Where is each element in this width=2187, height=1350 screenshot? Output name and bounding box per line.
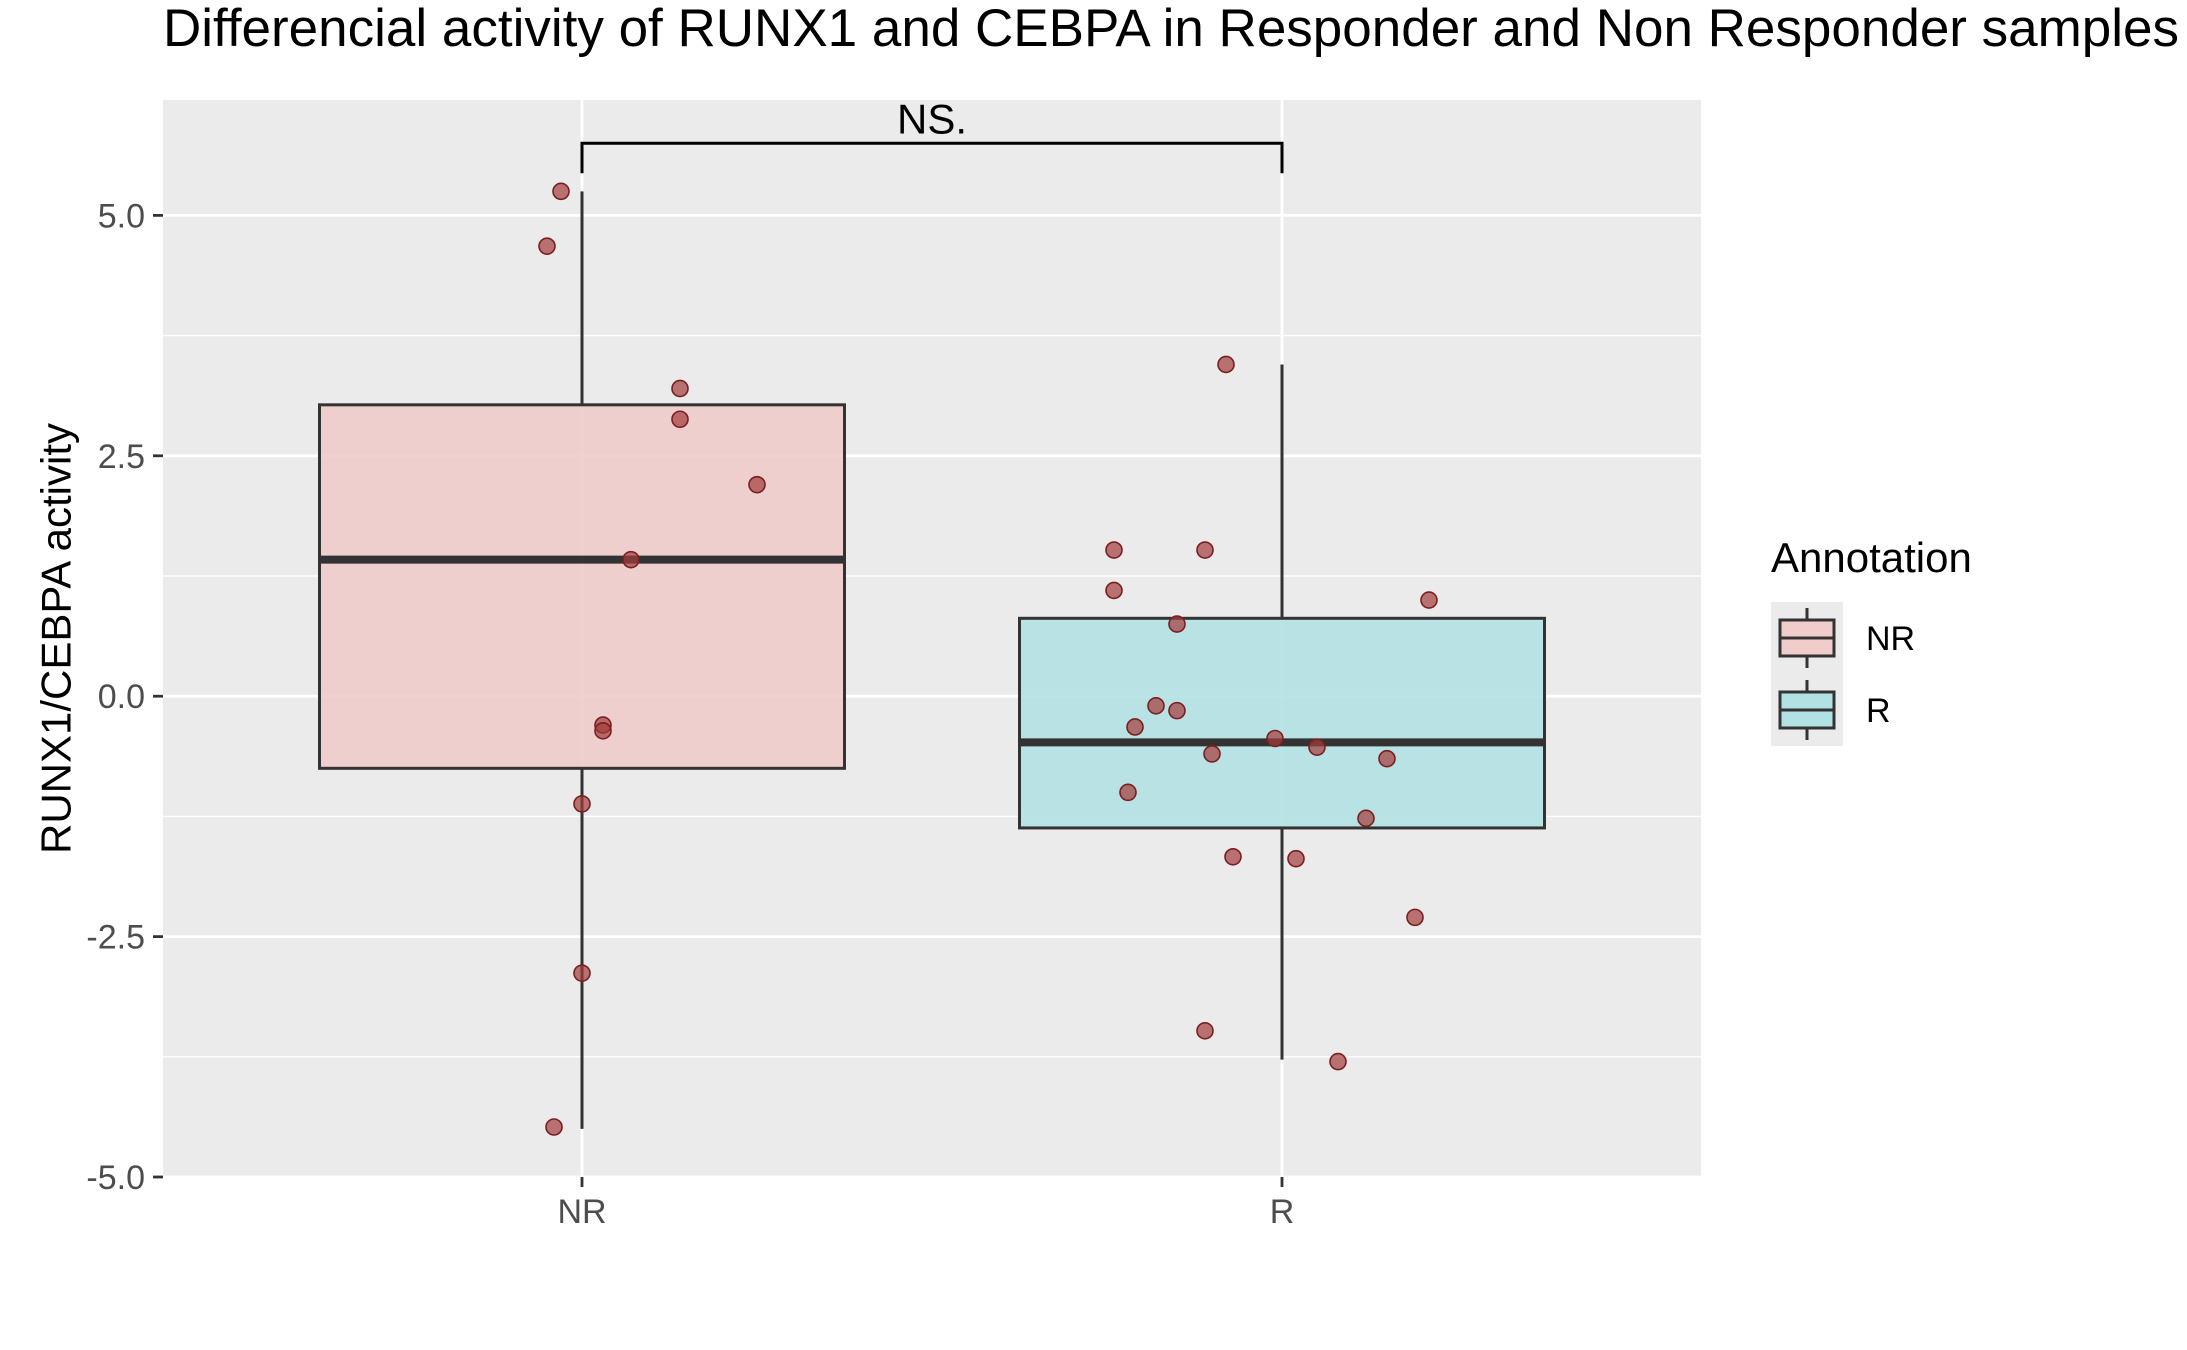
y-tick-label: -5.0: [86, 1159, 145, 1197]
legend-label-nr: NR: [1866, 620, 1915, 658]
significance-bracket: NS.: [580, 95, 1284, 174]
data-point: [538, 237, 556, 255]
data-point: [1105, 581, 1123, 600]
data-point: [1224, 847, 1242, 866]
data-points: [538, 182, 1438, 1136]
data-point: [1308, 738, 1326, 756]
y-tick-label: 0.0: [98, 678, 145, 716]
y-tick-label: -2.5: [86, 919, 145, 957]
box-r: [1018, 616, 1546, 830]
data-point: [594, 722, 612, 740]
box-nr: [318, 403, 846, 770]
x-axis: NR R: [557, 1177, 1294, 1231]
data-point: [573, 795, 591, 813]
data-point: [1126, 718, 1144, 736]
data-point: [671, 410, 689, 429]
chart-title: Differencial activity of RUNX1 and CEBPA…: [163, 0, 2179, 58]
x-tick-label: R: [1270, 1193, 1295, 1231]
data-point: [1287, 849, 1305, 868]
data-point: [1378, 749, 1396, 768]
data-point: [1196, 541, 1214, 559]
legend: Annotation NR R: [1771, 534, 1972, 746]
data-point: [1217, 355, 1235, 374]
boxes: [318, 191, 1546, 1129]
data-point: [1203, 745, 1221, 763]
data-point: [1119, 783, 1137, 802]
data-point: [1168, 701, 1186, 720]
data-point: [552, 182, 570, 201]
data-point: [1329, 1052, 1347, 1071]
data-point: [545, 1118, 563, 1136]
data-point: [1266, 729, 1284, 748]
data-point: [1420, 591, 1438, 609]
x-tick-label: NR: [557, 1193, 606, 1231]
data-point: [1147, 697, 1165, 715]
data-point: [1105, 541, 1123, 559]
data-point: [1357, 809, 1375, 828]
data-point: [573, 964, 591, 982]
legend-label-r: R: [1866, 692, 1891, 730]
y-tick-label: 5.0: [98, 197, 145, 235]
y-axis-label: RUNX1/CEBPA activity: [33, 423, 80, 854]
data-point: [1168, 615, 1186, 633]
y-tick-label: 2.5: [98, 438, 145, 476]
significance-label: NS.: [897, 95, 967, 142]
data-point: [748, 475, 766, 494]
data-point: [1196, 1022, 1214, 1040]
data-point: [1406, 908, 1424, 927]
data-point: [671, 379, 689, 398]
bracket-line: [580, 141, 1284, 174]
data-point: [622, 550, 640, 569]
y-axis: -5.0 -2.5 0.0 2.5 5.0: [86, 197, 163, 1197]
legend-title: Annotation: [1771, 534, 1972, 581]
